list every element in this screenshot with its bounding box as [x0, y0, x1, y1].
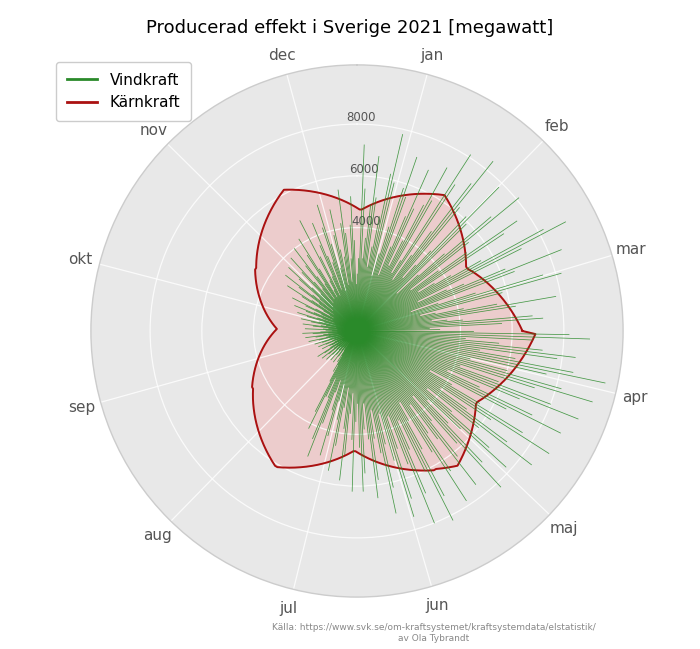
Text: Källa: https://www.svk.se/om-kraftsystemet/kraftsystemdata/elstatistik/
av Ola T: Källa: https://www.svk.se/om-kraftsystem…: [272, 623, 596, 643]
Legend: Vindkraft, Kärnkraft: Vindkraft, Kärnkraft: [56, 62, 191, 121]
Polygon shape: [252, 190, 536, 471]
Text: Producerad effekt i Sverige 2021 [megawatt]: Producerad effekt i Sverige 2021 [megawa…: [146, 19, 554, 38]
